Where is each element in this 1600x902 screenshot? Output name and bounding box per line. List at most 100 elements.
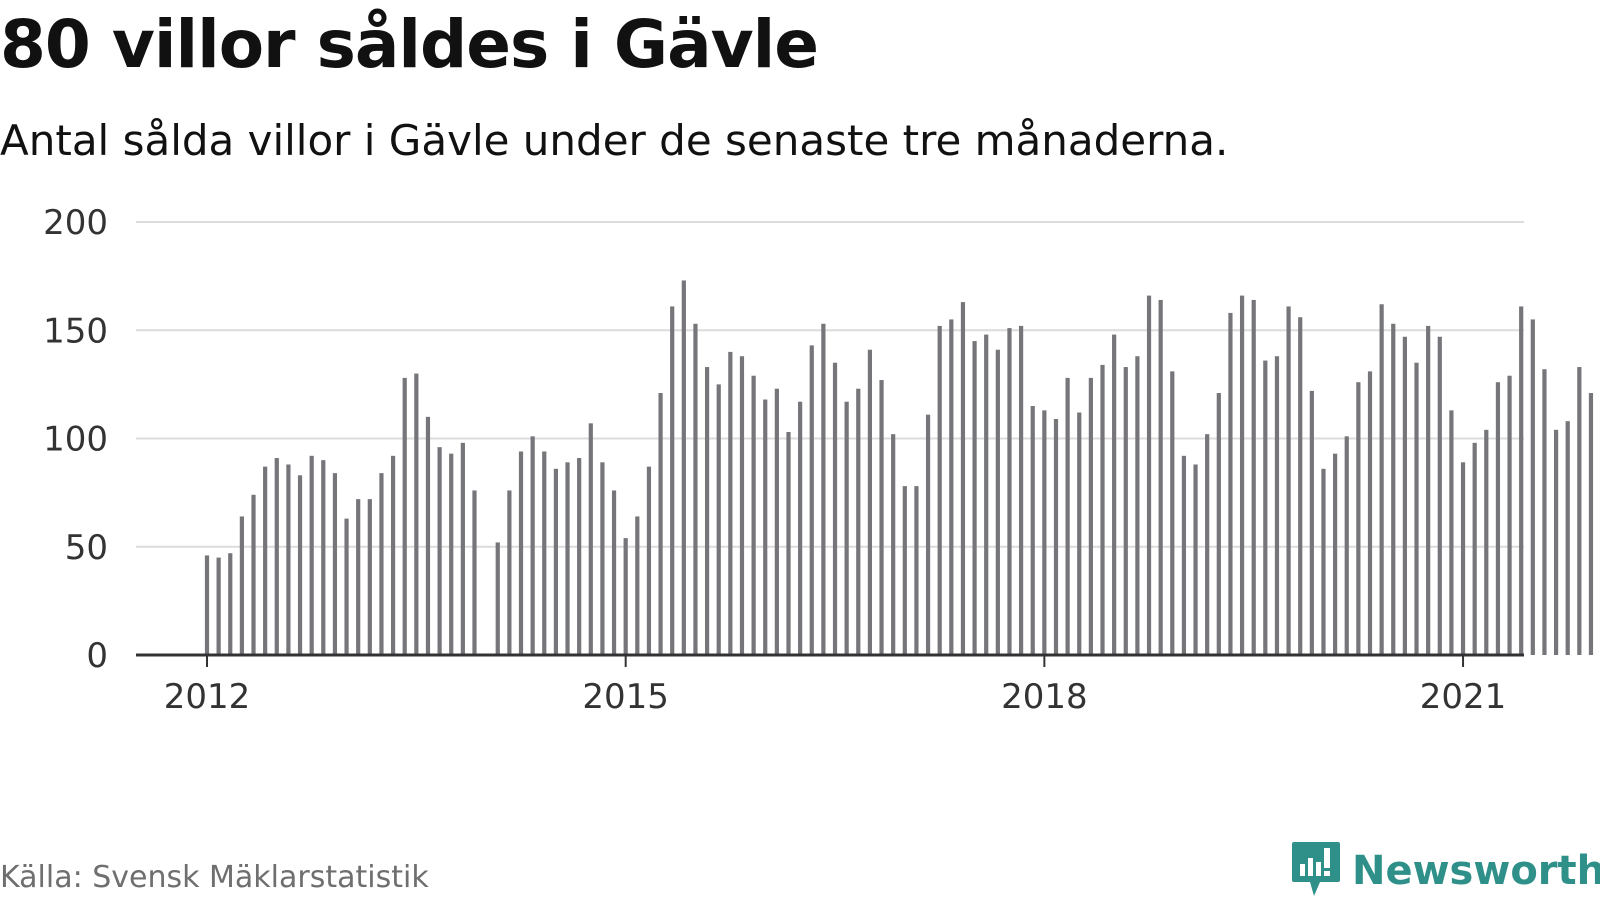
bar — [332, 473, 338, 655]
bar — [1402, 336, 1407, 655]
bar — [577, 457, 582, 655]
bar — [914, 486, 919, 655]
x-axis-tick-labels: 20122015201820212023 — [164, 655, 1507, 717]
bar — [1344, 436, 1349, 655]
bar — [437, 447, 442, 655]
x-tick-label: 2012 — [164, 677, 251, 717]
gridlines — [136, 221, 1524, 548]
bar — [658, 393, 663, 655]
bar — [1542, 369, 1547, 655]
bar — [1170, 371, 1175, 655]
bar — [1553, 429, 1559, 655]
bar — [600, 462, 605, 655]
y-tick-label: 0 — [86, 636, 108, 676]
bar — [402, 377, 407, 655]
bar — [844, 401, 849, 655]
bar — [216, 557, 221, 655]
bar — [344, 518, 349, 655]
bar — [1158, 299, 1163, 655]
bars — [204, 280, 1594, 655]
bar — [1228, 312, 1233, 655]
bar — [356, 499, 361, 655]
bar — [1565, 421, 1570, 655]
y-tick-label: 200 — [43, 203, 108, 243]
bar — [763, 399, 768, 655]
x-tick-label: 2021 — [1420, 677, 1507, 717]
bar — [297, 475, 303, 655]
bar — [751, 375, 756, 655]
bar — [867, 349, 873, 655]
bar — [1053, 419, 1059, 655]
bar — [263, 466, 268, 655]
bar — [460, 442, 465, 655]
bar — [786, 432, 791, 655]
bar — [1495, 382, 1501, 655]
bar — [390, 455, 396, 655]
bar — [1077, 412, 1082, 655]
bar — [425, 416, 431, 655]
bar — [1007, 328, 1012, 655]
y-tick-label: 50 — [65, 528, 108, 568]
bar — [1309, 390, 1314, 655]
chart-subtitle: Antal sålda villor i Gävle under de sena… — [0, 116, 1229, 165]
bar — [1239, 295, 1245, 655]
bar — [507, 490, 512, 655]
bar — [1356, 382, 1361, 655]
bar — [472, 490, 477, 655]
bar — [1088, 377, 1093, 655]
bar — [1298, 317, 1303, 655]
newsworthy-logo-icon — [1290, 840, 1342, 902]
bar — [1367, 371, 1373, 655]
bar — [1274, 356, 1280, 655]
bar — [1263, 360, 1268, 655]
bar — [1065, 377, 1070, 655]
bar — [1251, 299, 1256, 655]
bar — [1321, 468, 1326, 655]
bar — [1042, 410, 1047, 655]
bar — [1112, 334, 1117, 655]
bar — [728, 351, 733, 655]
bar — [1507, 375, 1512, 655]
bar — [1391, 323, 1396, 655]
bar — [553, 468, 558, 655]
bar — [1588, 393, 1594, 655]
brand-name: Newsworthy — [1352, 848, 1600, 894]
bar — [309, 455, 314, 655]
bar — [774, 388, 779, 655]
bar — [1216, 393, 1221, 655]
y-tick-label: 100 — [43, 420, 108, 460]
bar — [228, 553, 233, 655]
brand-logo: Newsworthy — [1290, 840, 1600, 902]
x-tick-label: 2015 — [582, 677, 669, 717]
bar — [1426, 325, 1431, 655]
bar — [1135, 356, 1140, 655]
bar — [1484, 429, 1489, 655]
bar — [798, 401, 803, 655]
bar — [635, 516, 640, 655]
bar — [449, 453, 454, 655]
bar — [960, 302, 966, 655]
bar — [1460, 462, 1466, 655]
bar — [984, 334, 989, 655]
bar — [1449, 410, 1454, 655]
y-axis-tick-labels: 0 50 100 150 200 — [43, 203, 108, 676]
bar — [1146, 295, 1152, 655]
bar — [972, 341, 977, 655]
bar — [646, 466, 652, 655]
bar — [565, 462, 570, 655]
bar — [995, 349, 1000, 655]
bar — [1472, 442, 1477, 655]
bar — [704, 367, 710, 655]
bar — [1205, 434, 1210, 655]
bar — [1019, 325, 1024, 655]
bar — [716, 384, 721, 655]
bar — [739, 356, 745, 655]
bar — [251, 494, 256, 655]
bar — [681, 280, 686, 655]
bar — [879, 380, 884, 655]
bar — [1519, 306, 1524, 655]
bar — [518, 451, 524, 655]
bar — [925, 414, 931, 655]
bar — [1333, 453, 1338, 655]
